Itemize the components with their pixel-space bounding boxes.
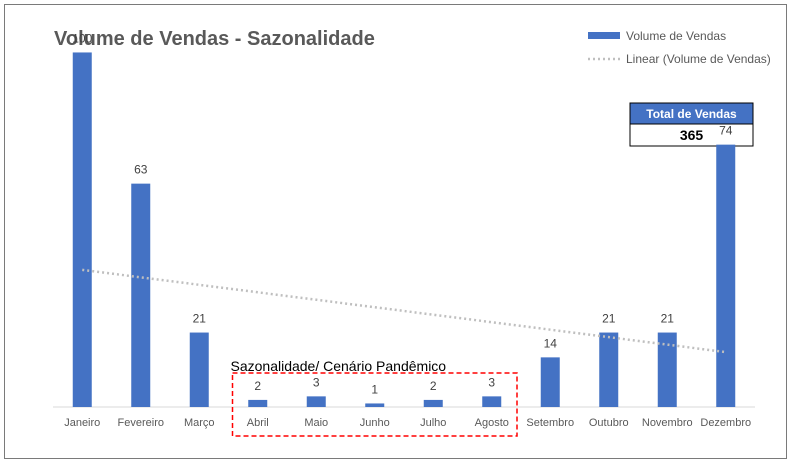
- tick-label-junho: Junho: [360, 417, 390, 429]
- chart-svg: Volume de Vendas - Sazonalidade Volume d…: [53, 28, 771, 437]
- bar-outubro: [599, 332, 619, 407]
- data-label-janeiro: 100: [72, 31, 92, 45]
- bar-abril: [248, 399, 268, 407]
- pandemic-annotation: Sazonalidade/ Cenário Pandêmico: [231, 358, 518, 437]
- tick-label-abril: Abril: [247, 417, 269, 429]
- tick-label-outubro: Outubro: [589, 417, 629, 429]
- tick-label-novembro: Novembro: [642, 417, 693, 429]
- chart-frame: Volume de Vendas - Sazonalidade Volume d…: [4, 4, 787, 459]
- tick-label-agosto: Agosto: [475, 417, 509, 429]
- data-label-abril: 2: [254, 379, 261, 393]
- pandemic-annotation-text: Sazonalidade/ Cenário Pandêmico: [231, 358, 447, 374]
- bar-maio: [306, 396, 326, 407]
- bars-group: [72, 52, 736, 408]
- trendline: [82, 268, 726, 354]
- data-label-julho: 2: [430, 379, 437, 393]
- data-label-setembro: 14: [544, 336, 558, 350]
- tick-label-fevereiro: Fevereiro: [118, 417, 164, 429]
- total-sales-value: 365: [680, 127, 704, 143]
- data-labels-group: 100 63 21 2 3 1 2 3 14 21 21 74: [72, 31, 733, 396]
- tick-labels-group: Janeiro Fevereiro Março Abril Maio Junho Julho…: [64, 417, 751, 429]
- chart-title: Volume de Vendas - Sazonalidade: [54, 28, 375, 50]
- legend-label-trendline: Linear (Volume de Vendas): [626, 52, 771, 66]
- data-label-outubro: 21: [602, 312, 616, 326]
- data-label-junho: 1: [371, 382, 378, 396]
- total-sales-header: Total de Vendas: [646, 107, 737, 121]
- bar-janeiro: [72, 52, 92, 408]
- data-label-agosto: 3: [488, 375, 495, 389]
- data-label-maio: 3: [313, 375, 320, 389]
- total-sales-box: Total de Vendas 365: [629, 102, 754, 147]
- legend-label-series: Volume de Vendas: [626, 29, 726, 43]
- tick-label-julho: Julho: [420, 417, 446, 429]
- bar-dezembro: [716, 144, 736, 408]
- total-sales-value-bg: [629, 123, 754, 147]
- tick-label-maio: Maio: [304, 417, 328, 429]
- pandemic-annotation-box: [231, 372, 518, 437]
- tick-label-marco: Março: [184, 417, 215, 429]
- bar-marco: [189, 332, 209, 407]
- legend-swatch-series: [588, 32, 620, 39]
- bar-julho: [423, 399, 443, 407]
- data-label-marco: 21: [193, 312, 207, 326]
- data-label-dezembro: 74: [719, 124, 733, 138]
- bar-agosto: [482, 396, 502, 407]
- bar-fevereiro: [131, 183, 151, 407]
- bar-setembro: [540, 357, 560, 407]
- legend: Volume de Vendas Linear (Volume de Venda…: [588, 29, 771, 66]
- trendline-group: [82, 268, 726, 354]
- tick-label-janeiro: Janeiro: [64, 417, 100, 429]
- tick-label-setembro: Setembro: [526, 417, 574, 429]
- bar-novembro: [657, 332, 677, 407]
- tick-label-dezembro: Dezembro: [700, 417, 751, 429]
- bar-junho: [365, 403, 385, 407]
- data-label-fevereiro: 63: [134, 163, 148, 177]
- data-label-novembro: 21: [661, 312, 675, 326]
